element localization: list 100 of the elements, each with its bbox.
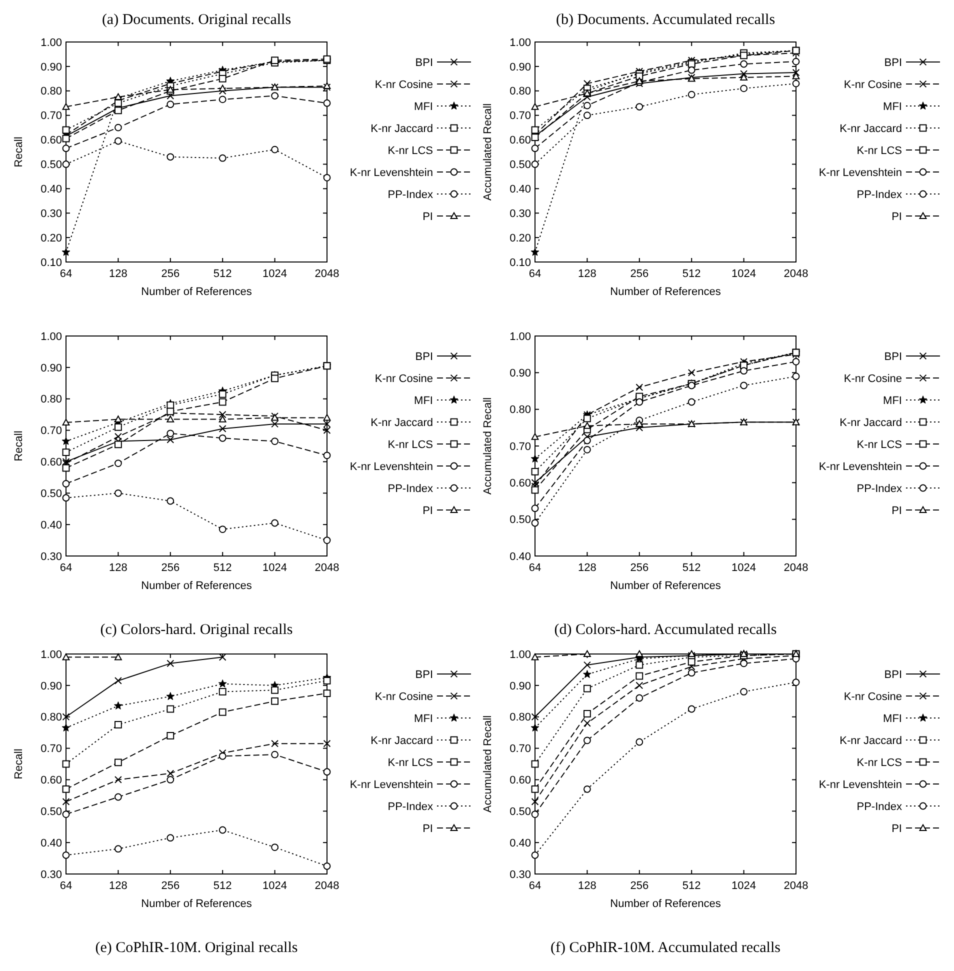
y-tick-label: 0.10 (40, 256, 62, 269)
legend-label: BPI (884, 350, 902, 363)
legend-label: PP-Index (856, 188, 902, 201)
y-tick-label: 0.60 (510, 134, 531, 147)
y-tick-label: 0.90 (40, 362, 62, 374)
legend-label: K-nr Jaccard (840, 122, 902, 135)
y-tick-label: 0.50 (40, 806, 62, 818)
y-tick-label: 0.90 (510, 368, 531, 380)
y-tick-label: 0.50 (40, 159, 62, 172)
legend-label: BPI (884, 668, 902, 681)
legend-label: K-nr Jaccard (840, 734, 902, 747)
x-axis-title: Number of References (610, 580, 722, 592)
y-tick-label: 0.70 (510, 110, 531, 122)
legend-label: K-nr LCS (388, 144, 433, 157)
x-tick-label: 1024 (732, 268, 756, 280)
y-tick-label: 0.70 (40, 110, 62, 122)
x-tick-label: 1024 (262, 562, 288, 574)
legend-label: K-nr Levenshtein (818, 460, 902, 473)
x-tick-label: 256 (630, 880, 649, 892)
legend-label: K-nr Cosine (844, 78, 902, 91)
legend-label: PI (422, 210, 433, 223)
x-tick-label: 1024 (262, 880, 288, 892)
x-tick-label: 1024 (732, 880, 756, 892)
legend-label: K-nr Levenshtein (350, 166, 433, 179)
x-tick-label: 64 (60, 562, 72, 574)
x-tick-label: 256 (161, 880, 180, 892)
y-tick-label: 0.30 (40, 550, 62, 563)
legend-label: PI (422, 822, 433, 835)
y-tick-label: 0.60 (510, 774, 531, 787)
x-tick-label: 2048 (784, 268, 808, 280)
y-axis-title: Accumulated Recall (482, 715, 494, 813)
legend-label: BPI (884, 56, 902, 69)
legend-label: PP-Index (856, 800, 902, 813)
y-tick-label: 0.80 (40, 86, 62, 98)
y-axis-title: Accumulated Recall (482, 397, 494, 495)
legend-label: PI (422, 504, 433, 517)
legend-label: PP-Index (388, 482, 434, 495)
y-tick-label: 0.90 (510, 61, 531, 74)
legend-label: K-nr Cosine (844, 372, 902, 385)
legend-label: K-nr LCS (388, 438, 433, 451)
x-tick-label: 512 (682, 562, 701, 574)
y-tick-label: 0.30 (40, 208, 62, 220)
x-axis-title: Number of References (610, 898, 722, 910)
legend-label: K-nr Cosine (374, 690, 433, 703)
x-tick-label: 256 (630, 268, 649, 280)
x-tick-label: 128 (109, 562, 128, 574)
legend-label: BPI (415, 56, 433, 69)
x-tick-label: 512 (213, 880, 232, 892)
x-tick-label: 2048 (784, 880, 808, 892)
x-tick-label: 64 (528, 268, 542, 280)
y-tick-label: 0.70 (510, 440, 531, 453)
chart-title: (a) Documents. Original recalls (102, 12, 292, 28)
legend-label: MFI (414, 394, 433, 407)
legend-label: PI (892, 504, 902, 517)
text: (f) CoPhIR-10M. Accumulated recalls (550, 940, 781, 956)
y-tick-label: 0.60 (40, 774, 62, 787)
legend-label: K-nr LCS (388, 756, 433, 769)
x-tick-label: 512 (682, 268, 701, 280)
legend-label: K-nr Jaccard (840, 416, 902, 429)
y-tick-label: 0.20 (510, 232, 531, 244)
y-tick-label: 1.00 (40, 330, 62, 343)
y-tick-label: 0.80 (510, 404, 531, 416)
text: (e) CoPhIR-10M. Original recalls (95, 940, 298, 956)
legend-label: K-nr Cosine (374, 372, 433, 385)
y-tick-label: 1.00 (40, 36, 62, 49)
x-tick-label: 64 (528, 880, 542, 892)
x-tick-label: 256 (630, 562, 649, 574)
chart-title: (b) Documents. Accumulated recalls (556, 12, 776, 28)
y-tick-label: 1.00 (510, 648, 531, 661)
legend-label: K-nr LCS (856, 438, 902, 451)
x-tick-label: 128 (578, 880, 596, 892)
y-tick-label: 0.90 (510, 680, 531, 692)
y-tick-label: 0.40 (510, 550, 531, 563)
y-tick-label: 0.80 (510, 712, 531, 724)
y-tick-label: 0.50 (510, 514, 531, 526)
legend-label: K-nr Cosine (844, 690, 902, 703)
y-tick-label: 0.80 (510, 86, 531, 98)
y-tick-label: 0.90 (40, 61, 62, 74)
x-tick-label: 2048 (784, 562, 808, 574)
y-tick-label: 0.60 (40, 134, 62, 147)
x-tick-label: 256 (161, 268, 180, 280)
legend-label: K-nr Levenshtein (350, 778, 433, 791)
legend-label: K-nr LCS (856, 756, 902, 769)
legend-label: K-nr Cosine (374, 78, 433, 91)
legend-label: BPI (415, 668, 433, 681)
y-tick-label: 0.50 (510, 159, 531, 172)
x-tick-label: 128 (109, 880, 128, 892)
legend-label: K-nr Levenshtein (350, 460, 433, 473)
legend-label: MFI (883, 394, 902, 407)
y-tick-label: 0.60 (40, 456, 62, 469)
x-tick-label: 512 (213, 562, 232, 574)
y-tick-label: 0.30 (510, 868, 531, 881)
legend-label: PI (892, 822, 902, 835)
legend-label: K-nr Jaccard (370, 416, 433, 429)
y-tick-label: 0.40 (510, 837, 531, 850)
x-tick-label: 2048 (314, 268, 340, 280)
x-tick-label: 128 (578, 268, 596, 280)
x-tick-label: 512 (213, 268, 232, 280)
legend-label: PI (892, 210, 902, 223)
x-tick-label: 2048 (314, 562, 340, 574)
